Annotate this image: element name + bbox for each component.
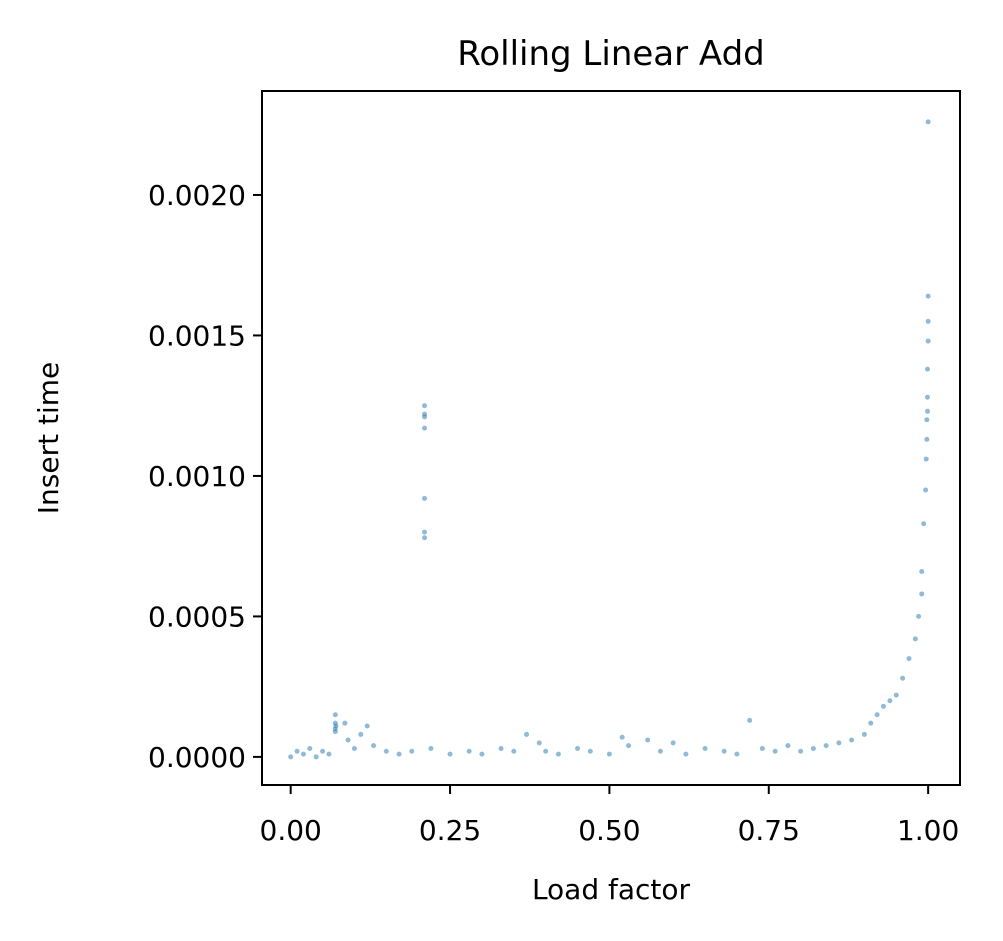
y-tick-label: 0.0010 [148,460,246,493]
x-tick-label: 0.75 [738,814,800,847]
plot-layer [288,119,931,760]
scatter-point [924,408,930,414]
x-tick-label: 1.00 [897,814,959,847]
scatter-point [543,748,549,754]
scatter-point [925,338,931,344]
scatter-point [422,425,428,431]
scatter-point [524,731,530,737]
scatter-point [874,712,880,718]
scatter-point [294,748,300,754]
scatter-point [810,745,816,751]
scatter-point [919,591,925,597]
scatter-point [925,293,931,299]
chart-title: Rolling Linear Add [457,34,764,74]
x-tick-label: 0.00 [260,814,322,847]
scatter-point [626,743,632,749]
scatter-point [645,737,651,743]
x-tick-label: 0.50 [578,814,640,847]
scatter-point [587,748,593,754]
scatter-point [747,717,753,723]
scatter-point [342,720,348,726]
scatter-point [396,751,402,757]
scatter-point [428,745,434,751]
scatter-point [924,417,930,423]
scatter-point [358,731,364,737]
scatter-point [924,366,930,372]
scatter-point [422,535,428,541]
scatter-point [868,720,874,726]
scatter-point [924,436,930,442]
scatter-point [923,487,929,493]
scatter-point [798,748,804,754]
scatter-point [447,751,453,757]
scatter-point [332,729,338,735]
scatter-point [702,745,708,751]
scatter-point [422,529,428,535]
scatter-point [785,743,791,749]
scatter-point [916,613,922,619]
axes-frame [261,90,961,786]
scatter-point [466,748,472,754]
scatter-point [313,754,319,760]
scatter-point [307,745,313,751]
scatter-point [849,737,855,743]
scatter-point [734,751,740,757]
scatter-point [606,751,612,757]
scatter-point [721,748,727,754]
scatter-point [759,745,765,751]
scatter-point [861,731,867,737]
scatter-point [924,394,930,400]
scatter-point [575,745,581,751]
scatter-point [422,414,428,420]
scatter-point [422,495,428,501]
scatter-point [409,748,415,754]
scatter-point [288,754,294,760]
scatter-point [925,318,931,324]
x-axis-label: Load factor [532,873,691,906]
scatter-point [670,740,676,746]
scatter-point [300,751,306,757]
x-ticks: 0.00 0.25 0.50 0.75 1.00 [260,785,959,847]
y-axis-label: Insert time [32,362,65,514]
scatter-point [921,521,927,527]
scatter-point [900,675,906,681]
scatter-point [923,456,929,462]
scatter-point [881,703,887,709]
scatter-point [479,751,485,757]
scatter-point [893,692,899,698]
scatter-point [912,636,918,642]
scatter-point [772,748,778,754]
scatter-point [555,751,561,757]
scatter-point [351,745,357,751]
scatter-point [683,751,689,757]
scatter-point [657,748,663,754]
scatter-point [619,734,625,740]
scatter-point [511,748,517,754]
scatter-point [371,743,377,749]
scatter-point [345,737,351,743]
scatter-point [326,751,332,757]
scatter-point [383,748,389,754]
y-tick-label: 0.0005 [148,600,246,633]
scatter-point [919,568,925,574]
y-tick-label: 0.0015 [148,319,246,352]
scatter-point [333,723,339,729]
x-tick-label: 0.25 [419,814,481,847]
scatter-point [332,712,338,718]
scatter-point [536,740,542,746]
scatter-point [498,745,504,751]
y-ticks: 0.0000 0.0005 0.0010 0.0015 0.0020 [148,179,262,774]
scatter-point [422,403,428,409]
scatter-point [836,740,842,746]
scatter-point [364,723,370,729]
scatter-point [823,743,829,749]
scatter-point [320,748,326,754]
scatter-point [906,656,912,662]
y-tick-label: 0.0000 [148,741,246,774]
y-tick-label: 0.0020 [148,179,246,212]
scatter-point [887,698,893,704]
scatter-point [925,119,931,125]
